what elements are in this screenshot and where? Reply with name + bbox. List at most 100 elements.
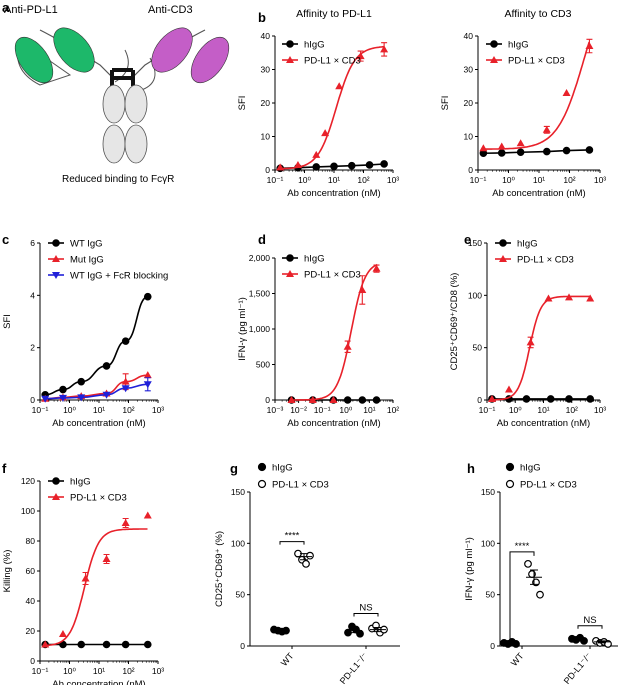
x-axis-label: Ab concentration (nM) [492, 188, 585, 199]
legend-marker [286, 270, 294, 277]
legend-marker [499, 255, 507, 262]
y-tick-label: 20 [261, 98, 271, 108]
chart-title: Affinity to CD3 [505, 8, 572, 20]
data-point [121, 385, 130, 393]
x-tick-label: 10³ [152, 666, 164, 676]
x-axis-label: Ab concentration (nM) [287, 418, 380, 429]
antibody-schematic [14, 27, 230, 164]
data-point [343, 342, 352, 350]
legend-marker [490, 40, 498, 48]
y-tick-label: 1,000 [249, 324, 271, 334]
data-point [586, 294, 595, 302]
x-category-label: PD-L1⁻/⁻ [338, 651, 370, 685]
data-point [276, 163, 285, 171]
data-point [143, 381, 152, 389]
y-tick-label: 50 [236, 590, 246, 600]
data-point [562, 146, 571, 155]
data-point [102, 555, 111, 562]
legend-marker [286, 254, 294, 262]
x-category-label: PD-L1⁻/⁻ [562, 651, 594, 685]
fc-ch3-left [102, 124, 126, 164]
significance-label: NS [583, 615, 596, 626]
anti-pd-l1-label: Anti-PD-L1 [4, 4, 58, 16]
data-point [102, 362, 111, 370]
chart-title: Affinity to PD-L1 [296, 8, 372, 20]
series-fit-curve [45, 528, 148, 647]
left-arm-domain-outer [14, 36, 54, 84]
legend-marker [505, 479, 515, 489]
x-axis-label: Ab concentration (nM) [497, 418, 590, 429]
y-tick-label: 30 [464, 65, 474, 75]
data-point [81, 574, 90, 582]
y-tick-label: 50 [473, 343, 483, 353]
data-point [542, 125, 551, 133]
data-point [356, 52, 365, 60]
mean-sem-bar [502, 641, 518, 645]
data-point [121, 640, 130, 649]
significance-bracket [353, 612, 379, 617]
y-tick-label: 500 [256, 360, 270, 370]
y-tick-label: 0 [490, 641, 495, 651]
data-point [312, 150, 321, 158]
significance-label: NS [359, 602, 372, 613]
mean-sem-bar [346, 628, 362, 634]
data-point [143, 640, 152, 649]
data-point [306, 551, 314, 560]
y-tick-label: 100 [21, 506, 35, 516]
panel-letter: e [464, 232, 471, 247]
data-point [585, 146, 594, 154]
x-tick-label: 10² [122, 666, 134, 676]
legend-label: hIgG [272, 463, 293, 474]
data-point [562, 88, 571, 96]
data-point [522, 395, 531, 403]
data-point [287, 396, 296, 403]
legend-marker [499, 239, 507, 247]
x-tick-label: 10⁰ [509, 405, 522, 415]
y-axis-label: CD25⁺CD69⁺/CD8 (%) [449, 273, 460, 371]
legend-marker [257, 479, 267, 489]
x-tick-label: 10⁻¹ [267, 175, 284, 185]
x-tick-label: 10⁰ [298, 175, 311, 185]
y-tick-label: 2,000 [249, 253, 271, 263]
x-category-label: WT [279, 650, 296, 668]
data-point [504, 385, 513, 393]
y-tick-label: 2 [30, 343, 35, 353]
series-fit-curve [491, 295, 590, 401]
x-tick-label: 10³ [594, 405, 606, 415]
y-axis-label: SFI [237, 96, 248, 111]
data-point [542, 147, 551, 156]
data-point [302, 559, 310, 568]
data-point [585, 42, 594, 50]
panel-f-killing: f 0 20 40 60 80 100 120 10⁻¹ 10⁰ 10¹ 10² 10³ Ab conce… [2, 461, 164, 685]
data-point [121, 337, 130, 345]
data-point [343, 396, 352, 404]
data-point [380, 45, 389, 53]
data-point [526, 338, 535, 346]
significance-label: **** [285, 531, 300, 542]
panel-e-cd25-cd69: e 0 50 100 150 10⁻¹ 10⁰ 10¹ 10² 10³ Ab concentrati… [449, 232, 606, 429]
legend-label: hIgG [304, 40, 325, 51]
mean-sem-bar [296, 553, 312, 561]
data-point [58, 394, 67, 402]
data-point [308, 396, 317, 403]
y-tick-label: 0 [30, 656, 35, 666]
fc-ch2-left [102, 84, 126, 124]
x-tick-label: 10⁻¹ [314, 405, 331, 415]
data-point [143, 292, 152, 301]
x-tick-label: 10⁰ [63, 666, 76, 676]
legend-marker [52, 477, 60, 485]
data-point [358, 285, 367, 293]
x-tick-label: 10⁰ [502, 175, 515, 185]
left-arm-domain-inner [53, 27, 95, 73]
y-tick-label: 20 [26, 626, 36, 636]
legend-label: PD-L1 × CD3 [70, 493, 127, 504]
y-axis-label: IFN-γ (pg ml⁻¹) [464, 537, 475, 601]
legend-marker [52, 255, 60, 262]
legend-label: PD-L1 × CD3 [517, 255, 574, 266]
data-point [77, 640, 86, 649]
x-tick-label: 10¹ [93, 666, 105, 676]
legend-label: PD-L1 × CD3 [272, 480, 329, 491]
mean-sem-bar [272, 629, 288, 633]
legend-label: hIgG [517, 239, 538, 250]
